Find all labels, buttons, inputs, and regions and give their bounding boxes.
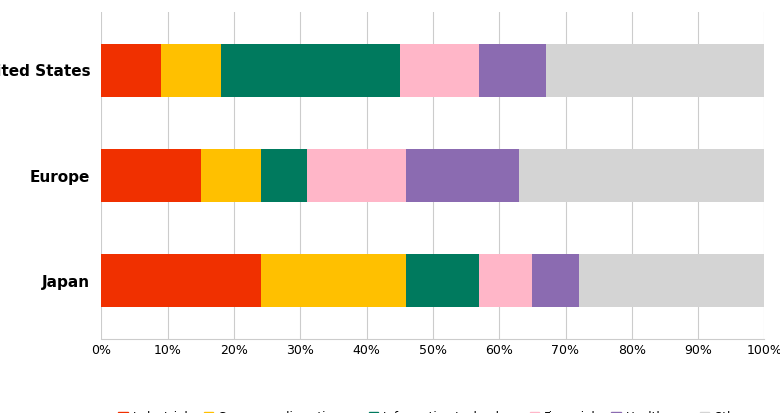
Legend: Industrials, Consumer discretionary, Information technology, Financials, Healthc: Industrials, Consumer discretionary, Inf…: [119, 411, 747, 413]
Bar: [101, 149, 201, 202]
Bar: [101, 254, 261, 307]
Bar: [399, 44, 479, 97]
Bar: [307, 149, 406, 202]
Bar: [201, 149, 261, 202]
Bar: [546, 44, 764, 97]
Bar: [161, 44, 221, 97]
Bar: [221, 44, 399, 97]
Bar: [579, 254, 764, 307]
Bar: [519, 149, 764, 202]
Bar: [479, 44, 545, 97]
Bar: [406, 254, 479, 307]
Bar: [261, 254, 406, 307]
Bar: [532, 254, 579, 307]
Bar: [479, 254, 532, 307]
Bar: [406, 149, 519, 202]
Bar: [261, 149, 307, 202]
Bar: [101, 44, 161, 97]
